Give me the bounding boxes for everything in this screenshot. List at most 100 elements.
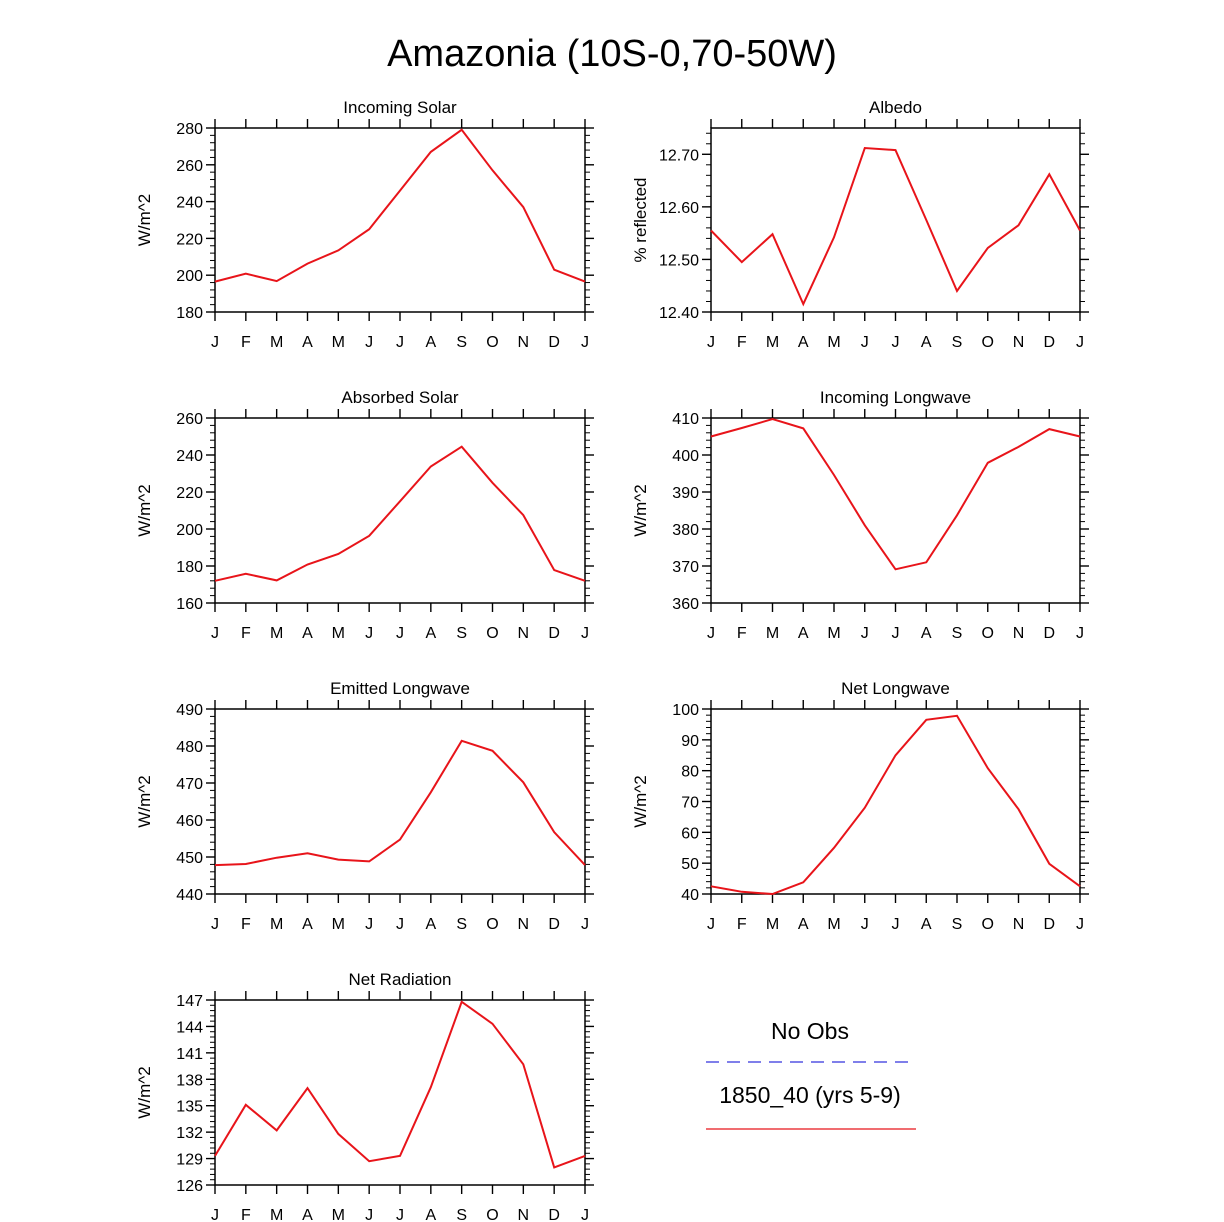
net-radiation-xtick-label: M [270, 1207, 283, 1222]
incoming-solar-xtick-label: J [581, 334, 589, 351]
emitted-longwave-xtick-label: D [548, 916, 560, 933]
net-radiation-xtick-label: J [581, 1207, 589, 1222]
absorbed-solar-xtick-label: M [332, 625, 345, 642]
incoming-longwave-xtick-label: A [798, 625, 809, 642]
net-radiation-panel: J F M A M J J A S O N D J 126 129 132 135 138 141 144 147 Net… [135, 970, 594, 1222]
absorbed-solar-ytick-label: 200 [176, 522, 203, 539]
incoming-longwave-ytick-label: 410 [672, 411, 699, 428]
net-radiation-xtick-label: F [241, 1207, 251, 1222]
absorbed-solar-ytick-label: 160 [176, 596, 203, 613]
albedo-series-line [710, 146, 1081, 307]
albedo-xtick-label: D [1043, 334, 1055, 351]
incoming-solar-xtick-label: A [425, 334, 436, 351]
legend: No Obs 1850_40 (yrs 5-9) [706, 1018, 916, 1130]
albedo-frame [710, 127, 1081, 313]
absorbed-solar-panel: J F M A M J J A S O N D J 160 180 200 220 240 260 Absorbed … [135, 388, 594, 642]
incoming-longwave-ylabel: W/m^2 [631, 484, 650, 536]
incoming-solar-xtick-label: O [486, 334, 498, 351]
emitted-longwave-ytick-label: 470 [176, 776, 203, 793]
net-longwave-frame [710, 708, 1081, 895]
incoming-longwave-xtick-label: J [861, 625, 869, 642]
net-longwave-ytick-label: 60 [681, 825, 699, 842]
panels: J F M A M J J A S O N D J 180 200 220 240 260 280 Incoming … [135, 98, 1089, 1222]
albedo-xtick-label: A [798, 334, 809, 351]
absorbed-solar-frame [214, 417, 586, 604]
incoming-solar-xtick-label: S [456, 334, 467, 351]
legend-obs-label: No Obs [771, 1018, 849, 1044]
net-radiation-xtick-label: D [548, 1207, 560, 1222]
incoming-solar-ytick-label: 200 [176, 268, 203, 285]
incoming-solar-xtick-label: J [396, 334, 404, 351]
emitted-longwave-ytick-label: 440 [176, 887, 203, 904]
net-radiation-ytick-label: 138 [176, 1072, 203, 1089]
incoming-longwave-panel: J F M A M J J A S O N D J 360 370 380 390 400 410 Incoming … [631, 388, 1089, 642]
net-longwave-xtick-label: J [707, 916, 715, 933]
emitted-longwave-xtick-label: S [456, 916, 467, 933]
net-radiation-xtick-label: J [211, 1207, 219, 1222]
net-longwave-ytick-label: 90 [681, 733, 699, 750]
incoming-solar-xtick-label: D [548, 334, 560, 351]
net-longwave-panel: J F M A M J J A S O N D J 40 50 60 70 80 90 100 Net Longwave… [631, 679, 1089, 933]
net-longwave-series-line [710, 714, 1081, 896]
albedo-xtick-label: J [707, 334, 715, 351]
absorbed-solar-xtick-label: A [302, 625, 313, 642]
incoming-solar-title: Incoming Solar [343, 98, 457, 117]
net-radiation-xtick-label: N [518, 1207, 530, 1222]
net-radiation-ylabel: W/m^2 [135, 1066, 154, 1118]
incoming-solar-xtick-label: M [270, 334, 283, 351]
emitted-longwave-xtick-label: J [581, 916, 589, 933]
incoming-solar-xtick-label: J [365, 334, 373, 351]
incoming-longwave-xtick-label: M [827, 625, 840, 642]
incoming-solar-series-line [214, 128, 586, 283]
albedo-xtick-label: A [921, 334, 932, 351]
incoming-solar-ytick-label: 180 [176, 305, 203, 322]
net-longwave-title: Net Longwave [841, 679, 950, 698]
incoming-longwave-xtick-label: F [737, 625, 747, 642]
net-radiation-ytick-label: 141 [176, 1046, 203, 1063]
incoming-solar-ytick-label: 240 [176, 195, 203, 212]
incoming-longwave-xtick-label: J [1076, 625, 1084, 642]
net-longwave-ylabel: W/m^2 [631, 775, 650, 827]
incoming-solar-xtick-label: N [518, 334, 530, 351]
absorbed-solar-title: Absorbed Solar [341, 388, 459, 407]
incoming-solar-xtick-label: M [332, 334, 345, 351]
emitted-longwave-xtick-label: F [241, 916, 251, 933]
incoming-solar-ytick-label: 280 [176, 121, 203, 138]
net-radiation-xtick-label: S [456, 1207, 467, 1222]
net-radiation-series-line [214, 1000, 586, 1169]
net-radiation-ytick-label: 126 [176, 1178, 203, 1195]
emitted-longwave-ytick-label: 490 [176, 702, 203, 719]
albedo-xtick-label: J [1076, 334, 1084, 351]
incoming-longwave-ytick-label: 380 [672, 522, 699, 539]
absorbed-solar-xtick-label: J [211, 625, 219, 642]
absorbed-solar-ytick-label: 260 [176, 411, 203, 428]
net-radiation-ytick-label: 147 [176, 993, 203, 1010]
emitted-longwave-ytick-label: 450 [176, 850, 203, 867]
incoming-longwave-xtick-label: S [952, 625, 963, 642]
emitted-longwave-ytick-label: 460 [176, 813, 203, 830]
legend-model-label: 1850_40 (yrs 5-9) [719, 1082, 901, 1108]
absorbed-solar-xtick-label: S [456, 625, 467, 642]
incoming-solar-ytick-label: 260 [176, 158, 203, 175]
incoming-longwave-title: Incoming Longwave [820, 388, 971, 407]
absorbed-solar-series-line [214, 445, 586, 582]
albedo-xtick-label: M [827, 334, 840, 351]
net-longwave-xtick-label: A [921, 916, 932, 933]
net-radiation-ytick-label: 129 [176, 1152, 203, 1169]
incoming-longwave-ytick-label: 360 [672, 596, 699, 613]
net-longwave-xtick-label: J [861, 916, 869, 933]
albedo-ylabel: % reflected [631, 177, 650, 262]
albedo-ytick-label: 12.60 [659, 200, 699, 217]
incoming-longwave-xtick-label: A [921, 625, 932, 642]
absorbed-solar-xtick-label: D [548, 625, 560, 642]
absorbed-solar-xtick-label: J [365, 625, 373, 642]
net-longwave-ytick-label: 100 [672, 702, 699, 719]
net-longwave-ytick-label: 40 [681, 887, 699, 904]
incoming-longwave-xtick-label: M [766, 625, 779, 642]
net-longwave-xtick-label: N [1013, 916, 1025, 933]
incoming-longwave-ytick-label: 370 [672, 559, 699, 576]
net-radiation-frame [214, 999, 586, 1186]
incoming-longwave-xtick-label: J [892, 625, 900, 642]
net-longwave-ytick-label: 70 [681, 795, 699, 812]
